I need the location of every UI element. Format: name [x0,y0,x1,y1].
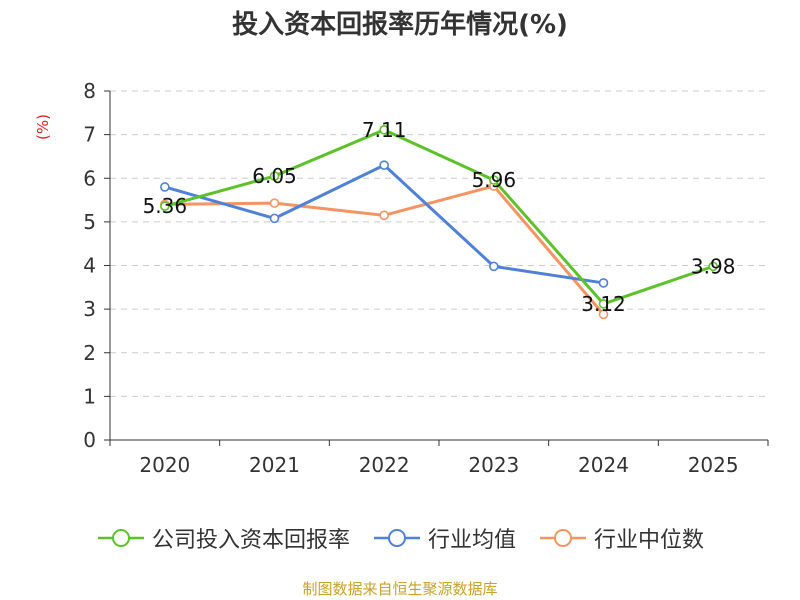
x-tick-label: 2020 [139,453,190,477]
legend: 公司投入资本回报率 行业均值 行业中位数 [0,518,800,558]
legend-item[interactable]: 行业中位数 [538,522,704,554]
grid-lines [110,90,768,397]
series-line [164,163,604,285]
series-line [164,128,714,306]
x-tick-label: 2023 [468,453,519,477]
data-point [269,213,280,224]
y-tick-label: 3 [83,297,96,321]
x-tick-label: 2024 [578,453,629,477]
legend-item[interactable]: 行业均值 [372,522,516,554]
data-label: 7.11 [362,118,407,142]
data-point [379,160,389,170]
legend-item[interactable]: 公司投入资本回报率 [96,522,350,554]
data-point [269,171,280,181]
legend-label: 行业中位数 [594,528,705,553]
legend-marker-icon [373,529,420,547]
x-tick-label: 2022 [359,453,410,477]
y-tick-label: 0 [83,428,96,452]
data-point [598,299,609,309]
source-note: 制图数据来自恒生聚源数据库 [302,580,498,598]
y-tick-label: 1 [83,384,96,408]
x-tick-label: 2021 [249,453,300,477]
data-label: 3.98 [691,254,736,278]
y-tick-label: 7 [83,123,96,147]
data-point [708,261,718,272]
data-point [160,182,170,192]
series-lines [160,125,718,320]
chart-title: 投入资本回报率历年情况(%) [232,10,568,40]
axes: 0 1 2 3 4 5 6 7 8 2020 2021 2022 2023 2024 2025 [83,79,769,477]
legend-label: 行业均值 [427,528,516,553]
legend-label: 公司投入资本回报率 [151,528,350,553]
data-labels: 5.36 6.05 7.11 5.96 3.12 3.98 [143,118,736,316]
data-point [598,278,609,288]
y-tick-label: 4 [83,254,96,278]
data-point [489,175,499,185]
data-label: 5.96 [472,168,517,192]
data-point [598,309,609,320]
y-tick-label: 2 [83,341,96,365]
data-point [489,261,499,272]
data-point [379,210,389,221]
legend-marker-icon [540,529,586,547]
y-tick-label: 6 [83,166,96,190]
data-label: 3.12 [581,292,626,316]
x-tick-label: 2025 [688,453,739,477]
y-tick-label: 5 [83,210,96,234]
y-axis-label: (%) [34,114,52,140]
data-point [160,201,170,211]
y-tick-label: 8 [83,79,96,103]
data-label: 5.36 [143,194,188,218]
legend-marker-icon [97,529,144,547]
data-point [269,198,280,208]
data-label: 6.05 [252,164,297,188]
data-point [379,125,389,135]
